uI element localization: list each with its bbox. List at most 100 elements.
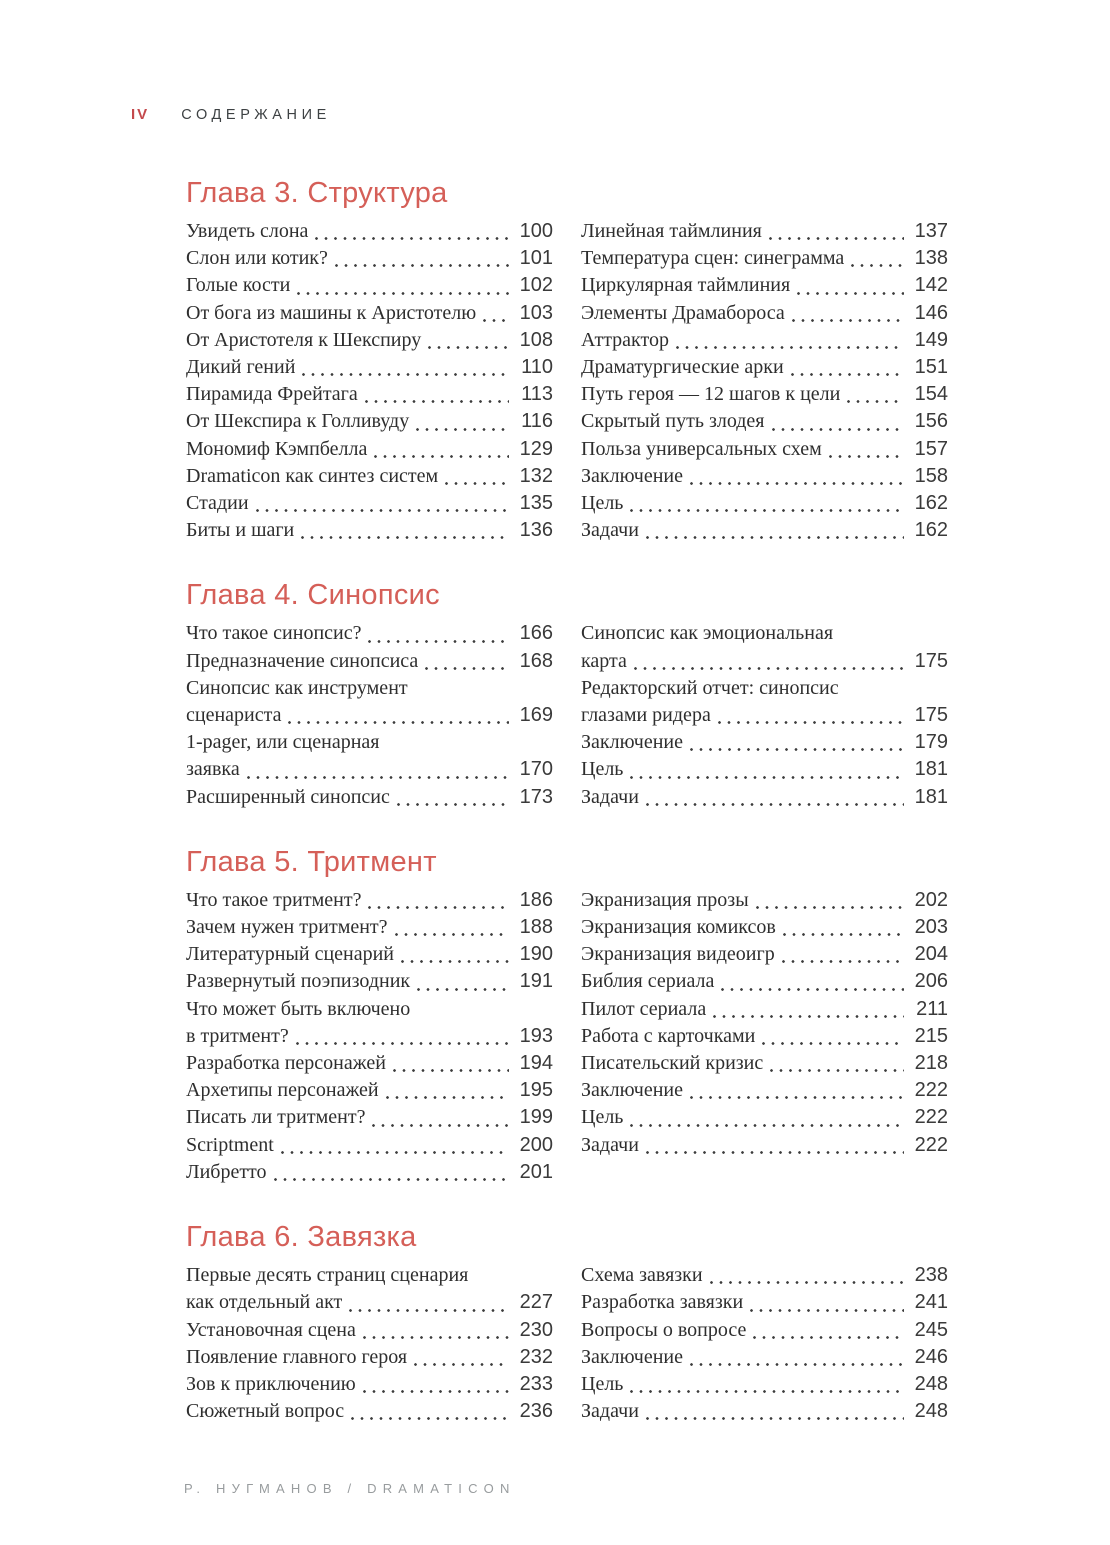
dot-leader xyxy=(768,237,904,241)
toc-column-left: Первые десять страниц сценария как отдель… xyxy=(186,1262,553,1425)
toc-column-left: Что такое тритмент? 186 Зачем нужен тритме… xyxy=(186,887,553,1186)
toc-entry-page: 222 xyxy=(914,1133,948,1156)
toc-entry-page: 233 xyxy=(519,1372,553,1395)
folio-page-number: IV xyxy=(131,106,150,123)
toc-entry-row: Цель 181 xyxy=(581,756,948,783)
toc-entry-row: Зов к приключению 233 xyxy=(186,1371,553,1398)
chapter-title: Глава 6. Завязка xyxy=(186,1221,417,1254)
toc-entry-page: 232 xyxy=(519,1345,553,1368)
toc-entry-row: Линейная таймлиния 137 xyxy=(581,218,948,245)
dot-leader xyxy=(645,802,904,806)
dot-leader xyxy=(302,373,509,377)
toc-entry-row: Предназначение синопсиса 168 xyxy=(186,648,553,675)
toc-entry-page: 190 xyxy=(519,943,553,966)
toc-entry-row: Писать ли тритмент? 199 xyxy=(186,1104,553,1131)
toc-entry-title: Путь героя — 12 шагов к цели xyxy=(581,383,841,406)
dot-leader xyxy=(394,933,509,937)
toc-entry-page: 175 xyxy=(914,649,948,672)
toc-entry-title: Архетипы персонажей xyxy=(186,1079,379,1102)
toc-entry-row: Редакторский отчет: синопсис xyxy=(581,675,948,702)
toc-entry-title: Заключение xyxy=(581,464,683,487)
dot-leader xyxy=(417,987,509,991)
toc-entry-row: Первые десять страниц сценария xyxy=(186,1262,553,1289)
dot-leader xyxy=(828,454,904,458)
toc-entry-row: Заключение 222 xyxy=(581,1077,948,1104)
dot-leader xyxy=(633,666,904,670)
toc-entry-title: заявка xyxy=(186,758,240,781)
toc-entry-row: Писательский кризис 218 xyxy=(581,1050,948,1077)
toc-entry-row: Пилот сериала 211 xyxy=(581,996,948,1023)
toc-entry-title: Температура сцен: синеграмма xyxy=(581,247,845,270)
dot-leader xyxy=(364,400,509,404)
toc-entry-row: Разработка персонажей 194 xyxy=(186,1050,553,1077)
dot-leader xyxy=(315,237,509,241)
running-head-title: СОДЕРЖАНИЕ xyxy=(181,107,331,123)
toc-entry-row: Установочная сцена 230 xyxy=(186,1317,553,1344)
toc-entry-row: Сюжетный вопрос 236 xyxy=(186,1398,553,1425)
dot-leader xyxy=(297,291,509,295)
toc-entry-page: 154 xyxy=(914,383,948,406)
dot-leader xyxy=(349,1308,509,1312)
dot-leader xyxy=(295,1042,509,1046)
chapter-columns: Первые десять страниц сценария как отдель… xyxy=(186,1262,948,1425)
toc-entry-page: 137 xyxy=(914,220,948,242)
toc-entry-row: Путь героя — 12 шагов к цели 154 xyxy=(581,381,948,408)
toc-entry-page: 238 xyxy=(914,1264,948,1287)
dot-leader xyxy=(396,802,509,806)
dot-leader xyxy=(401,960,509,964)
toc-entry-row: Цель 248 xyxy=(581,1371,948,1398)
toc-entry-row: Мономиф Кэмпбелла 129 xyxy=(186,436,553,463)
toc-entry-page: 168 xyxy=(519,649,553,672)
toc-entry-row: Циркулярная таймлиния 142 xyxy=(581,272,948,299)
chapter-section: Глава 3. Структура Увидеть слона 100 Слон и… xyxy=(186,176,948,544)
toc-entry-page: 135 xyxy=(519,492,553,515)
toc-entry-page: 101 xyxy=(519,247,553,270)
toc-entry-title: Мономиф Кэмпбелла xyxy=(186,437,368,460)
toc-entry-page: 116 xyxy=(521,410,553,433)
dot-leader xyxy=(762,1042,904,1046)
toc-entry-title: Стадии xyxy=(186,492,249,515)
toc-entry-row: Scriptment 200 xyxy=(186,1132,553,1159)
toc: Глава 3. Структура Увидеть слона 100 Слон и… xyxy=(186,176,948,1425)
toc-entry-page: 103 xyxy=(519,301,553,324)
toc-entry-row: Вопросы о вопросе 245 xyxy=(581,1317,948,1344)
toc-column-left: Увидеть слона 100 Слон или котик? 101 Голые … xyxy=(186,218,553,544)
chapter-section: Глава 4. Синопсис Что такое синопсис? 166 П… xyxy=(186,578,948,810)
toc-entry-page: 218 xyxy=(914,1052,948,1075)
toc-entry-title: Задачи xyxy=(581,1400,639,1423)
toc-entry-row: От Шекспира к Голливуду 116 xyxy=(186,408,553,435)
chapter-title: Глава 5. Тритмент xyxy=(186,845,437,878)
toc-entry-page: 206 xyxy=(914,970,948,993)
toc-entry-title: Заключение xyxy=(581,1345,683,1368)
toc-entry-title: Увидеть слона xyxy=(186,220,309,242)
toc-entry-page: 173 xyxy=(519,785,553,808)
toc-entry-title: Библия сериала xyxy=(581,970,715,993)
toc-entry-row: Голые кости 102 xyxy=(186,272,553,299)
toc-entry-page: 241 xyxy=(914,1291,948,1314)
toc-entry-title: От бога из машины к Аристотелю xyxy=(186,301,477,324)
dot-leader xyxy=(717,721,904,725)
toc-entry-page: 156 xyxy=(914,410,948,433)
toc-entry-page: 230 xyxy=(519,1318,553,1341)
toc-entry-row: Синопсис как инструмент xyxy=(186,675,553,702)
toc-entry-row: Работа с карточками 215 xyxy=(581,1023,948,1050)
toc-entry-row: Экранизация прозы 202 xyxy=(581,887,948,914)
toc-entry-title: Экранизация комиксов xyxy=(581,916,776,939)
toc-entry-title: Слон или котик? xyxy=(186,247,328,270)
toc-entry-page: 195 xyxy=(519,1079,553,1102)
dot-leader xyxy=(414,1362,509,1366)
toc-entry-title: как отдельный акт xyxy=(186,1291,343,1314)
dot-leader xyxy=(770,1069,904,1073)
toc-entry-row: Биты и шаги 136 xyxy=(186,517,553,544)
chapter-columns: Увидеть слона 100 Слон или котик? 101 Голые … xyxy=(186,218,948,544)
dot-leader xyxy=(445,482,509,486)
toc-entry-title: Разработка завязки xyxy=(581,1291,744,1314)
toc-entry-title: Голые кости xyxy=(186,274,291,297)
toc-entry-page: 194 xyxy=(519,1052,553,1075)
dot-leader xyxy=(753,1335,904,1339)
toc-entry-title: Что может быть включено xyxy=(186,997,411,1020)
dot-leader xyxy=(280,1150,509,1154)
toc-entry-title: Биты и шаги xyxy=(186,519,295,542)
toc-entry-title: Синопсис как инструмент xyxy=(186,676,408,699)
dot-leader xyxy=(425,666,509,670)
